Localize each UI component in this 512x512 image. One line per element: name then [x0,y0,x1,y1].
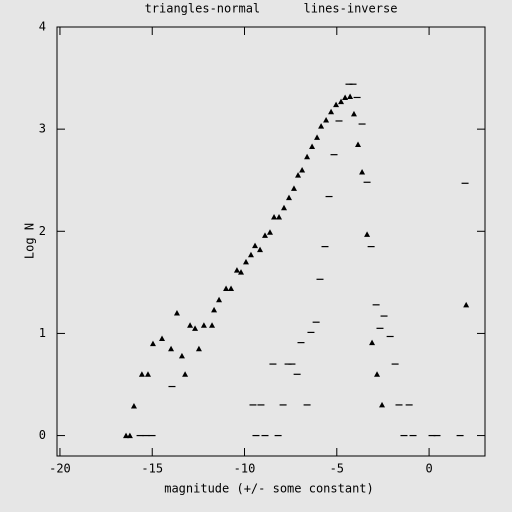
y-tick-label: 3 [39,122,46,136]
triangle-point [252,242,259,249]
triangle-point [159,335,166,342]
triangle-point [304,153,311,160]
y-tick-label: 1 [39,326,46,340]
triangle-point [290,185,297,191]
triangle-point [216,296,223,303]
triangle-point [374,371,381,377]
triangle-point [266,229,273,235]
triangle-point [209,322,216,328]
triangle-point [182,371,189,377]
triangle-point [328,108,335,115]
triangle-point [123,432,130,439]
triangle-point [178,352,185,359]
triangle-point [247,251,254,258]
triangle-point [350,110,357,117]
triangle-point [323,116,330,123]
x-axis-label: magnitude (+/- some constant) [164,482,374,496]
triangle-point [257,246,264,253]
y-tick-label: 2 [39,224,46,238]
triangle-point [295,172,302,178]
triangle-point [318,123,325,129]
y-axis-label: Log N [23,223,37,259]
triangle-point [299,167,306,173]
x-tick-label: -5 [330,462,344,476]
triangle-point [138,371,145,377]
triangle-point [126,432,133,439]
triangle-point [347,93,354,99]
triangle-point [314,134,321,140]
triangle-point [187,322,194,328]
triangle-point [364,231,371,237]
chart-title: triangles-normal lines-inverse [145,2,398,16]
y-tick-label: 4 [39,20,46,34]
triangle-point [130,402,137,409]
triangle-point [309,143,316,150]
triangle-point [242,258,249,265]
x-tick-label: -15 [141,462,163,476]
triangle-point [276,213,283,220]
plot-frame [56,26,486,457]
triangle-point [211,306,218,313]
triangle-point [262,232,269,238]
triangle-point [355,141,362,147]
triangle-point [223,285,230,291]
triangle-point [333,101,340,108]
triangle-point [338,98,345,105]
triangle-point [149,340,156,347]
x-tick-label: -20 [49,462,71,476]
x-tick-label: 0 [425,462,432,476]
triangle-point [238,269,245,275]
y-tick-label: 0 [39,428,46,442]
triangle-point [271,213,278,220]
triangle-point [281,204,288,211]
triangle-point [233,267,240,273]
triangle-point [463,301,470,308]
triangle-point [228,285,235,291]
triangle-point [342,94,349,100]
triangle-point [285,194,292,201]
x-tick-label: -10 [234,462,256,476]
triangle-point [200,322,207,328]
triangle-point [173,310,180,316]
triangle-point [195,345,202,352]
triangle-point [192,325,199,331]
triangle-point [168,345,175,352]
triangle-point [379,401,386,408]
triangle-point [144,371,151,377]
triangle-point [369,339,376,346]
triangle-point [359,169,366,175]
